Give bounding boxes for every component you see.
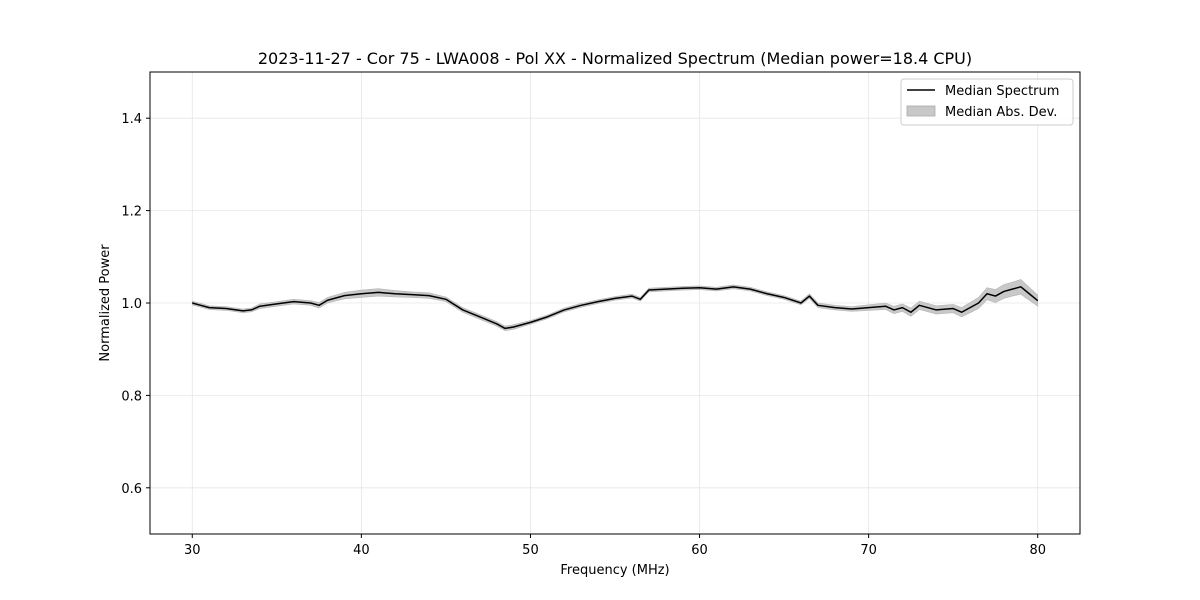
legend-median-spectrum: Median Spectrum <box>945 84 1059 99</box>
x-tick-label: 80 <box>1029 543 1046 558</box>
y-tick-label: 1.2 <box>121 205 142 220</box>
ticks: 30 40 50 60 70 80 0.6 0.8 1.0 1.2 1.4 <box>121 112 1046 558</box>
x-tick-label: 30 <box>184 543 201 558</box>
y-tick-label: 0.8 <box>121 389 142 404</box>
x-tick-label: 50 <box>522 543 539 558</box>
median-spectrum-line <box>192 286 1039 330</box>
x-tick-label: 40 <box>353 543 370 558</box>
x-tick-label: 70 <box>860 543 877 558</box>
legend-box <box>900 78 1074 126</box>
y-tick-label: 1.4 <box>121 112 142 127</box>
legend-median-abs-dev: Median Abs. Dev. <box>945 105 1057 120</box>
line-layer <box>192 286 1039 330</box>
y-axis-label: Normalized Power <box>98 244 113 362</box>
y-tick-label: 1.0 <box>121 297 142 312</box>
x-tick-label: 60 <box>691 543 708 558</box>
mad-layer <box>191 279 1039 332</box>
legend: Median Spectrum Median Abs. Dev. <box>900 78 1074 126</box>
chart-title: 2023-11-27 - Cor 75 - LWA008 - Pol XX - … <box>258 49 972 68</box>
x-axis-label: Frequency (MHz) <box>560 563 669 578</box>
median-abs-dev-band <box>191 279 1039 332</box>
y-tick-label: 0.6 <box>121 482 142 497</box>
legend-mad-swatch <box>906 105 936 117</box>
